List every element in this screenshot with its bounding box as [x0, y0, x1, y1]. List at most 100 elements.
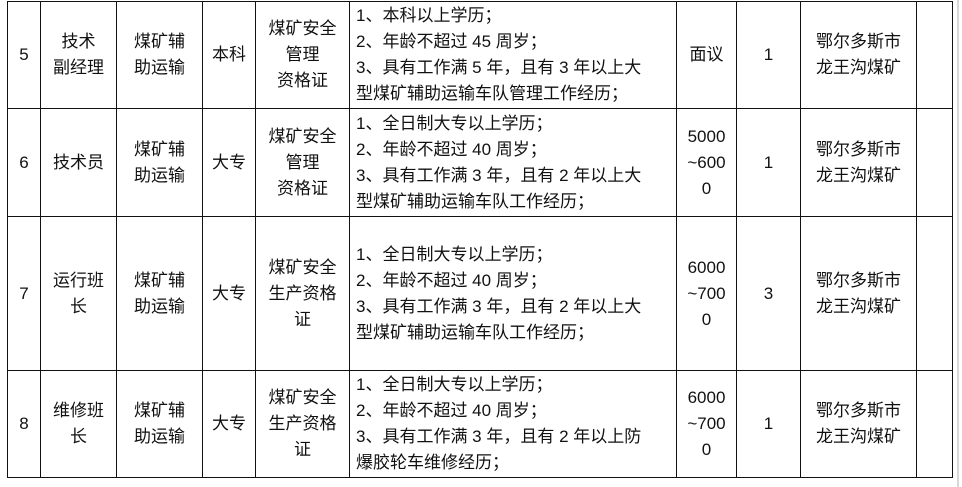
certificate-cell: 煤矿安全 生产资格证 [255, 216, 350, 371]
department-line: 煤矿辅 [134, 139, 185, 159]
note-cell [916, 108, 953, 217]
salary-line: 6000 [687, 257, 726, 277]
salary-line: 面议 [689, 45, 724, 64]
requirements-line: 1、全日制大专以上学历； [356, 375, 553, 394]
requirements-cell: 1、全日制大专以上学历； 2、年龄不超过 40 周岁； 3、具有工作满 3 年，且有… [349, 370, 677, 478]
department-cell: 煤矿辅 助运输 [116, 216, 203, 371]
requirements-line: 2、年龄不超过 40 周岁； [356, 139, 547, 159]
location-line: 鄂尔多斯市 [816, 270, 901, 290]
certificate-line: 资格证 [277, 71, 328, 90]
row-number-cell: 5 [7, 1, 41, 109]
certificate-line: 煤矿安全 [268, 388, 337, 407]
education-cell: 本科 [202, 1, 256, 109]
salary-line: ~700 [687, 414, 726, 433]
requirements-cell: 1、本科以上学历； 2、年龄不超过 45 周岁； 3、具有工作满 5 年，且有 3 … [349, 1, 677, 109]
requirements-line: 2、年龄不超过 45 周岁； [356, 32, 547, 51]
salary-line: 0 [701, 440, 712, 459]
certificate-line: 证 [294, 309, 311, 329]
department-cell: 煤矿辅 助运输 [116, 108, 203, 217]
department-cell: 煤矿辅 助运输 [116, 1, 203, 109]
department-cell: 煤矿辅 助运输 [116, 370, 203, 478]
location-line: 龙王沟煤矿 [816, 165, 901, 185]
job-title-cell: 运行班长 [40, 216, 117, 371]
department-line: 助运输 [134, 427, 185, 446]
department-line: 助运输 [134, 296, 185, 316]
job-title-cell: 维修班长 [40, 370, 117, 478]
location-cell: 鄂尔多斯市龙王沟煤矿 [800, 216, 917, 371]
headcount-cell: 1 [736, 1, 801, 109]
row-number-cell: 6 [7, 108, 41, 217]
headcount-cell: 3 [736, 216, 801, 371]
requirements-line: 1、本科以上学历； [356, 6, 502, 25]
requirements-cell: 1、全日制大专以上学历； 2、年龄不超过 40 周岁； 3、具有工作满 3 年，且有… [349, 108, 677, 217]
requirements-line: 3、具有工作满 5 年，且有 3 年以上大 [356, 58, 642, 77]
job-title-line: 技术 [61, 32, 96, 51]
location-line: 鄂尔多斯市 [816, 32, 901, 51]
row-number-cell: 8 [7, 370, 41, 478]
job-title-line: 副经理 [53, 58, 104, 77]
salary-cell: 6000 ~700 0 [676, 370, 737, 478]
requirements-line: 型煤矿辅助运输车队工作经历； [356, 322, 594, 342]
location-cell: 鄂尔多斯市 龙王沟煤矿 [800, 370, 917, 478]
job-title-cell: 技术 副经理 [40, 1, 117, 109]
row-number-cell: 7 [7, 216, 41, 371]
requirements-line: 2、年龄不超过 40 周岁； [356, 270, 547, 290]
note-cell [916, 370, 953, 478]
certificate-line: 煤矿安全 [268, 19, 337, 38]
job-title-line: 运行班 [53, 270, 104, 290]
requirements-line: 爆胶轮车维修经历； [356, 453, 509, 472]
salary-line: 0 [701, 309, 712, 329]
salary-line: ~700 [687, 283, 726, 303]
department-line: 助运输 [134, 165, 185, 185]
job-table: 5 技术 副经理 煤矿辅 助运输 本科 煤矿安全 管理 资格证 1、本科以上学历； 2、年龄不超过 … [7, 1, 953, 478]
requirements-cell: 1、全日制大专以上学历； 2、年龄不超过 40 周岁； 3、具有工作满 3 年，且有… [349, 216, 677, 371]
note-cell [916, 1, 953, 109]
note-cell [916, 216, 953, 371]
location-line: 鄂尔多斯市 [816, 401, 901, 420]
location-cell: 鄂尔多斯市 龙王沟煤矿 [800, 1, 917, 109]
department-line: 煤矿辅 [134, 32, 185, 51]
certificate-line: 资格证 [277, 178, 328, 198]
certificate-line: 证 [294, 440, 311, 459]
job-title-line: 长 [70, 427, 87, 446]
certificate-line: 生产资格 [268, 283, 337, 303]
table-row: 5 技术 副经理 煤矿辅 助运输 本科 煤矿安全 管理 资格证 1、本科以上学历； 2、年龄不超过 … [7, 1, 953, 109]
job-title-line: 技术员 [53, 152, 104, 172]
certificate-cell: 煤矿安全 生产资格证 [255, 370, 350, 478]
job-title-line: 维修班 [53, 401, 104, 420]
certificate-cell: 煤矿安全 管理 资格证 [255, 108, 350, 217]
requirements-line: 3、具有工作满 3 年，且有 2 年以上大 [356, 165, 642, 185]
salary-cell: 5000 ~600 0 [676, 108, 737, 217]
requirements-line: 1、全日制大专以上学历； [356, 244, 553, 264]
salary-line: ~600 [687, 152, 726, 172]
job-title-line: 长 [70, 296, 87, 316]
salary-cell: 面议 [676, 1, 737, 109]
requirements-line: 型煤矿辅助运输车队工作经历； [356, 191, 594, 211]
requirements-line: 3、具有工作满 3 年，且有 2 年以上防 [356, 427, 642, 446]
education-cell: 大专 [202, 216, 256, 371]
requirements-line: 1、全日制大专以上学历； [356, 113, 553, 133]
headcount-cell: 1 [736, 370, 801, 478]
salary-line: 5000 [687, 126, 726, 146]
department-line: 煤矿辅 [134, 401, 185, 420]
certificate-line: 煤矿安全 [268, 257, 337, 277]
table-row: 6 技术员 煤矿辅 助运输 大专 煤矿安全 管理 资格证 1、全日制大专以上学历； 2、年龄不超过… [7, 108, 953, 217]
location-cell: 鄂尔多斯市 龙王沟煤矿 [800, 108, 917, 217]
table-row: 8 维修班长煤矿辅 助运输 大专 煤矿安全 生产资格证 1、全日制大专以上学历； 2、年龄不超… [7, 370, 953, 478]
requirements-line: 型煤矿辅助运输车队管理工作经历； [356, 84, 628, 103]
education-cell: 大专 [202, 108, 256, 217]
certificate-line: 管理 [285, 152, 320, 172]
requirements-line: 2、年龄不超过 40 周岁； [356, 401, 547, 420]
certificate-line: 煤矿安全 [268, 126, 337, 146]
requirements-line: 3、具有工作满 3 年，且有 2 年以上大 [356, 296, 642, 316]
job-title-cell: 技术员 [40, 108, 117, 217]
department-line: 助运输 [134, 58, 185, 77]
location-line: 龙王沟煤矿 [816, 296, 901, 316]
page-edge [957, 0, 959, 487]
salary-line: 6000 [687, 388, 726, 407]
table-row: 7 运行班长煤矿辅 助运输 大专 煤矿安全 生产资格证 1、全日制大专以上学历； 2、年龄不超… [7, 216, 953, 371]
certificate-line: 生产资格 [268, 414, 337, 433]
education-cell: 大专 [202, 370, 256, 478]
certificate-cell: 煤矿安全 管理 资格证 [255, 1, 350, 109]
headcount-cell: 1 [736, 108, 801, 217]
